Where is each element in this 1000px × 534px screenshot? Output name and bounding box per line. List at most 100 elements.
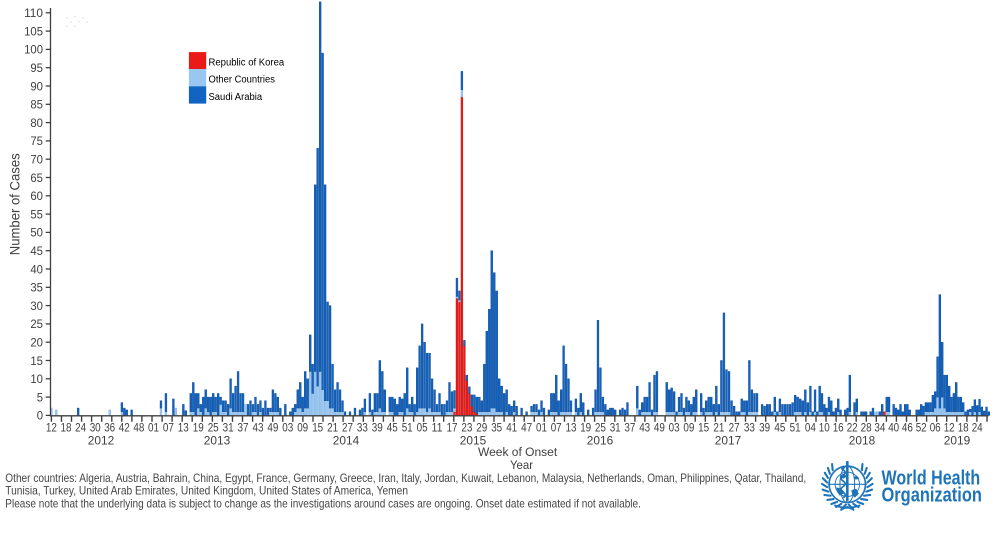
svg-text:31: 31 [610, 421, 621, 435]
svg-text:Tunisia, Turkey, United Arab E: Tunisia, Turkey, United Arab Emirates, U… [5, 483, 408, 497]
svg-text:23: 23 [461, 421, 472, 435]
svg-text:20: 20 [30, 336, 43, 350]
svg-text:43: 43 [639, 421, 650, 435]
svg-text:47: 47 [521, 421, 532, 435]
svg-text:33: 33 [357, 421, 368, 435]
svg-text:2016: 2016 [587, 434, 614, 448]
svg-text:45: 45 [774, 421, 785, 435]
svg-text:37: 37 [624, 421, 635, 435]
svg-text:12: 12 [944, 421, 955, 435]
svg-text:100: 100 [24, 43, 43, 57]
svg-text:Please note that the underlyin: Please note that the underlying data is … [5, 496, 641, 510]
svg-text:01: 01 [536, 421, 547, 435]
svg-text:Other countries: Algeria, Aust: Other countries: Algeria, Austria, Bahra… [5, 471, 806, 485]
svg-text:40: 40 [888, 421, 899, 435]
svg-text:Saudi Arabia: Saudi Arabia [209, 92, 263, 103]
svg-text:55: 55 [30, 207, 43, 221]
svg-text:18: 18 [61, 421, 72, 435]
svg-text:70: 70 [30, 153, 43, 167]
svg-text:51: 51 [790, 421, 801, 435]
svg-text:19: 19 [193, 421, 204, 435]
svg-text:Year: Year [510, 458, 533, 472]
svg-text:09: 09 [297, 421, 308, 435]
svg-text:2018: 2018 [849, 434, 876, 448]
svg-text:Organization: Organization [882, 483, 982, 506]
svg-text:10: 10 [30, 372, 43, 386]
svg-text:25: 25 [595, 421, 606, 435]
svg-text:07: 07 [163, 421, 174, 435]
svg-text:15: 15 [698, 421, 709, 435]
svg-text:Other Countries: Other Countries [209, 75, 275, 86]
svg-text:03: 03 [282, 421, 293, 435]
svg-text:10: 10 [819, 421, 830, 435]
svg-text:46: 46 [902, 421, 913, 435]
svg-text:22: 22 [847, 421, 858, 435]
svg-text:35: 35 [30, 281, 43, 295]
svg-text:5: 5 [37, 390, 44, 404]
svg-text:85: 85 [30, 98, 43, 112]
svg-text:90: 90 [30, 79, 43, 93]
svg-text:World Health: World Health [882, 466, 981, 489]
svg-text:31: 31 [223, 421, 234, 435]
svg-text:Number of Cases: Number of Cases [8, 153, 23, 255]
svg-text:33: 33 [744, 421, 755, 435]
svg-text:Week of Onset: Week of Onset [478, 445, 558, 459]
svg-text:15: 15 [312, 421, 323, 435]
svg-text:41: 41 [506, 421, 517, 435]
svg-text:05: 05 [417, 421, 428, 435]
svg-text:43: 43 [253, 421, 264, 435]
svg-text:60: 60 [30, 189, 43, 203]
svg-text:25: 25 [30, 317, 43, 331]
svg-text:27: 27 [342, 421, 353, 435]
svg-text:03: 03 [669, 421, 680, 435]
svg-text:30: 30 [90, 421, 101, 435]
svg-text:2019: 2019 [944, 434, 971, 448]
svg-text:39: 39 [759, 421, 770, 435]
svg-text:52: 52 [916, 421, 927, 435]
svg-text:19: 19 [580, 421, 591, 435]
svg-text:2015: 2015 [460, 434, 487, 448]
svg-text:30: 30 [30, 299, 43, 313]
svg-text:105: 105 [24, 24, 43, 38]
svg-text:2012: 2012 [88, 434, 115, 448]
svg-text:09: 09 [683, 421, 694, 435]
svg-text:36: 36 [104, 421, 115, 435]
svg-text:2013: 2013 [204, 434, 231, 448]
svg-text:21: 21 [327, 421, 338, 435]
svg-text:01: 01 [148, 421, 159, 435]
svg-text:39: 39 [372, 421, 383, 435]
svg-text:34: 34 [874, 421, 885, 435]
svg-text:06: 06 [930, 421, 941, 435]
svg-text:51: 51 [402, 421, 413, 435]
svg-text:Republic of Korea: Republic of Korea [209, 57, 285, 68]
svg-text:35: 35 [491, 421, 502, 435]
svg-text:28: 28 [861, 421, 872, 435]
svg-text:04: 04 [805, 421, 816, 435]
svg-text:24: 24 [75, 421, 86, 435]
svg-text:49: 49 [654, 421, 665, 435]
svg-text:11: 11 [432, 421, 443, 435]
svg-text:15: 15 [30, 354, 43, 368]
svg-text:17: 17 [447, 421, 458, 435]
svg-text:29: 29 [476, 421, 487, 435]
svg-text:50: 50 [30, 226, 43, 240]
svg-text:40: 40 [30, 262, 43, 276]
svg-text:24: 24 [972, 421, 983, 435]
svg-text:13: 13 [566, 421, 577, 435]
svg-text:45: 45 [30, 244, 43, 258]
svg-text:21: 21 [713, 421, 724, 435]
svg-text:2017: 2017 [715, 434, 742, 448]
svg-text:45: 45 [387, 421, 398, 435]
svg-text:80: 80 [30, 116, 43, 130]
svg-text:2014: 2014 [333, 434, 360, 448]
svg-text:37: 37 [238, 421, 249, 435]
svg-text:48: 48 [133, 421, 144, 435]
svg-text:95: 95 [30, 61, 43, 75]
svg-text:42: 42 [119, 421, 130, 435]
svg-text:110: 110 [24, 6, 43, 20]
svg-text:75: 75 [30, 134, 43, 148]
svg-text:27: 27 [729, 421, 740, 435]
svg-text:13: 13 [178, 421, 189, 435]
svg-text:16: 16 [833, 421, 844, 435]
svg-text:25: 25 [208, 421, 219, 435]
